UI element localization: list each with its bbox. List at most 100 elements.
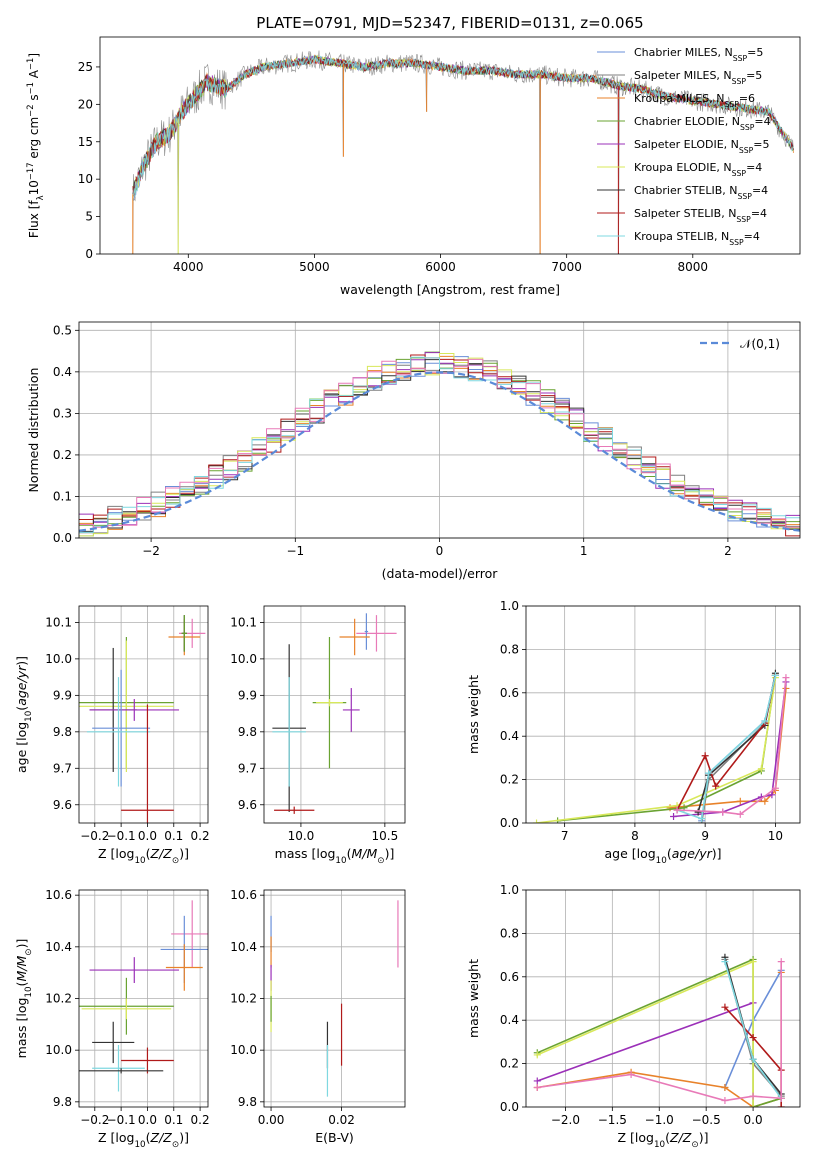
y-tick-label: 10.4 — [230, 940, 257, 954]
y-tick-label: 10 — [78, 172, 93, 186]
x-axis-label: Z [log10(Z/Z⊙)] — [618, 1130, 709, 1150]
x-axis-label: Z [log10(Z/Z⊙)] — [98, 846, 189, 866]
series-marker — [701, 752, 709, 760]
x-axis-label: age [log10(age/yr)] — [604, 846, 721, 866]
series-marker — [721, 1083, 729, 1091]
legend-label: Salpeter MILES, NSSP=5 — [634, 69, 762, 86]
legend-label: Kroupa MILES, NSSP=6 — [634, 92, 755, 109]
x-tick-label: −0.2 — [80, 829, 109, 843]
series-marker — [777, 1094, 785, 1102]
axes-frame — [263, 605, 406, 824]
x-tick-label: −0.2 — [80, 1113, 109, 1127]
y-tick-label: 9.7 — [53, 761, 72, 775]
series-marker — [749, 958, 757, 966]
y-tick-label: 0.0 — [500, 1100, 519, 1114]
x-tick-label: 0.2 — [191, 1113, 210, 1127]
y-tick-label: 9.7 — [238, 761, 257, 775]
series-marker — [721, 1003, 729, 1011]
x-tick-label: 0.1 — [164, 1113, 183, 1127]
axes-frame — [263, 889, 406, 1108]
plot-area — [79, 351, 800, 537]
x-axis-label: Z [log10(Z/Z⊙)] — [98, 1130, 189, 1150]
series-marker — [782, 674, 790, 682]
x-tick-label: −2.0 — [551, 1113, 580, 1127]
y-axis-label: mass [log10(M/M⊙)] — [14, 939, 34, 1059]
panel-mass-vs-Z: −0.2−0.1 0.0 0.1 0.2 9.8 10.0 10.2 10.4 10.6 Z [l… — [14, 888, 210, 1150]
axes-frame — [525, 889, 801, 1108]
y-tick-label: 1.0 — [500, 599, 519, 613]
series-marker — [768, 791, 776, 799]
plot-area — [79, 900, 208, 1092]
y-tick-label: 0.8 — [500, 926, 519, 940]
x-tick-label: −1.5 — [598, 1113, 627, 1127]
x-tick-label: 10.5 — [371, 829, 398, 843]
series-marker — [757, 765, 765, 773]
y-tick-label: 10.4 — [45, 940, 72, 954]
series-marker — [533, 1077, 541, 1085]
series-marker — [736, 810, 744, 818]
series-marker — [749, 1034, 757, 1042]
x-tick-label: 2 — [724, 544, 732, 558]
plot-area — [132, 50, 794, 254]
x-tick-label: 0 — [436, 544, 444, 558]
legend-label: 𝒩(0,1) — [740, 337, 780, 351]
y-tick-label: 0.2 — [53, 448, 72, 462]
x-tick-label: 9 — [701, 829, 709, 843]
plot-area — [79, 615, 206, 823]
x-tick-label: −1 — [286, 544, 304, 558]
y-axis-label: mass weight — [466, 959, 481, 1038]
y-tick-label: 9.8 — [53, 725, 72, 739]
spectrum-line-8 — [132, 55, 794, 197]
series-marker — [777, 1103, 785, 1107]
panel-age-vs-mass: 10.0 10.5 9.6 9.7 9.8 9.9 10.0 10.1 mass [log10(… — [230, 605, 406, 866]
plot-area — [272, 613, 397, 814]
series-marker — [705, 769, 713, 777]
y-tick-label: 0.8 — [500, 642, 519, 656]
y-tick-label: 9.9 — [53, 688, 72, 702]
x-tick-label: −1.0 — [645, 1113, 674, 1127]
legend-label: Kroupa ELODIE, NSSP=4 — [634, 161, 762, 178]
y-tick-label: 10.1 — [230, 615, 257, 629]
x-tick-label: 4000 — [173, 260, 204, 274]
series-marker — [777, 958, 785, 966]
series-marker — [761, 717, 769, 725]
y-tick-label: 0 — [85, 247, 93, 261]
x-tick-label: 8000 — [678, 260, 709, 274]
y-tick-label: 0.1 — [53, 489, 72, 503]
y-tick-label: 10.0 — [230, 1043, 257, 1057]
series-marker — [712, 782, 720, 790]
y-tick-label: 9.8 — [238, 725, 257, 739]
axes-frame — [78, 605, 209, 824]
panel-mass-vs-ebv: 0.00 0.02 9.8 10.0 10.2 10.4 10.6 E(B-V) — [230, 888, 406, 1145]
series-marker — [698, 815, 706, 823]
y-tick-label: 0.6 — [500, 970, 519, 984]
x-tick-label: −2 — [142, 544, 160, 558]
normal-reference-curve — [79, 371, 800, 532]
series-marker — [749, 1092, 757, 1100]
x-axis-label: mass [log10(M/M⊙)] — [275, 846, 395, 866]
chart-title: PLATE=0791, MJD=52347, FIBERID=0131, z=0… — [256, 14, 643, 32]
series-line-3 — [557, 675, 777, 822]
x-tick-label: 6000 — [425, 260, 456, 274]
panel-spectrum: 4000 5000 6000 7000 8000 0 5 10 15 20 25 PLATE=0791… — [25, 14, 801, 297]
series-marker — [533, 819, 541, 823]
series-line-7 — [676, 675, 777, 811]
series-line-5 — [536, 677, 777, 823]
x-tick-label: 5000 — [299, 260, 330, 274]
legend-label: Chabrier ELODIE, NSSP=4 — [634, 115, 771, 132]
x-tick-label: 0.0 — [744, 1113, 763, 1127]
x-tick-label: −0.1 — [107, 1113, 136, 1127]
series-marker — [749, 1055, 757, 1063]
legend: Chabrier MILES, NSSP=5 Salpeter MILES, NS… — [597, 46, 771, 247]
y-tick-label: 10.1 — [45, 615, 72, 629]
series-marker — [749, 1103, 757, 1107]
x-tick-label: 10 — [768, 829, 783, 843]
y-tick-label: 1.0 — [500, 883, 519, 897]
x-tick-label: 0.0 — [138, 829, 157, 843]
series-line-5 — [536, 960, 754, 1107]
x-tick-label: 7 — [561, 829, 569, 843]
x-axis-label: (data-model)/error — [382, 566, 499, 581]
x-tick-label: 0.1 — [164, 829, 183, 843]
series-marker — [533, 1083, 541, 1091]
plot-area — [533, 669, 790, 823]
